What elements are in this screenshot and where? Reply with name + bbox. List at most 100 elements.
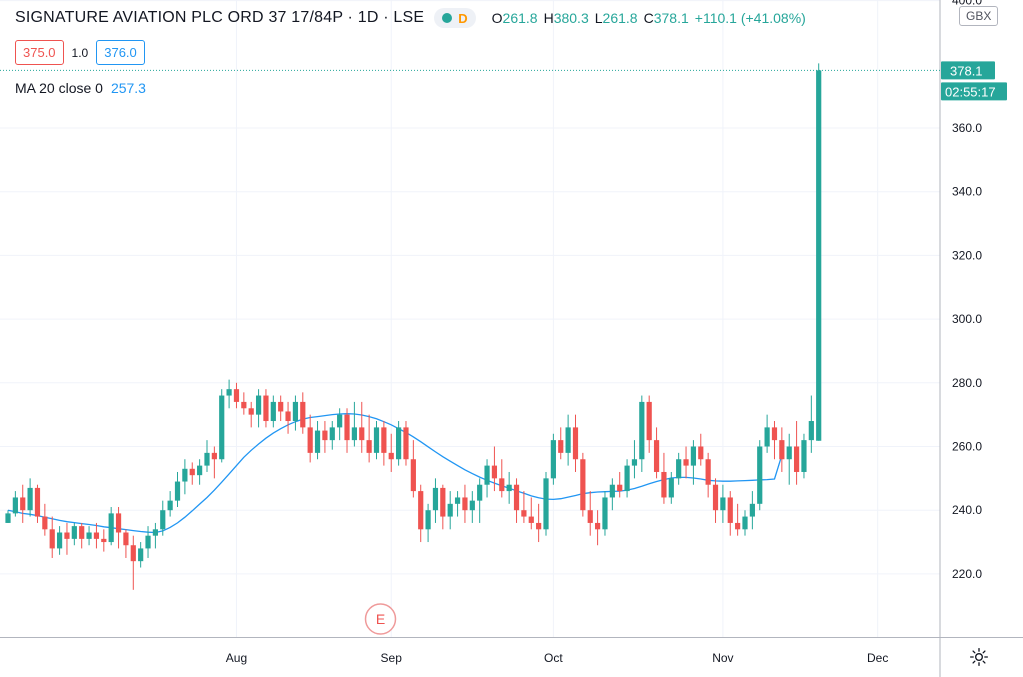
candle-body: [499, 478, 505, 492]
candle-body: [278, 401, 284, 412]
candle-body: [580, 459, 586, 511]
candle-body: [160, 510, 166, 530]
candle-body: [801, 440, 807, 472]
candle-body: [337, 414, 343, 428]
high-value: 380.3: [553, 10, 589, 26]
candle-body: [101, 538, 107, 543]
market-status-dot-icon: [442, 13, 453, 23]
candle-body: [425, 510, 431, 530]
candle-body: [219, 395, 225, 460]
candle-body: [49, 529, 55, 549]
candle-body: [742, 516, 748, 530]
price-tick-label: 340.0: [952, 185, 982, 199]
price-tick-label: 320.0: [952, 248, 982, 262]
close-label: C: [643, 10, 654, 26]
candle-body: [145, 535, 151, 549]
candle-body: [34, 487, 41, 517]
buy-button[interactable]: 376.0: [96, 40, 145, 65]
status-pill[interactable]: D: [434, 8, 476, 28]
candle-body: [329, 427, 335, 441]
candle-body: [454, 497, 461, 504]
high-label: H: [543, 10, 554, 26]
candle-body: [396, 427, 402, 460]
price-tick-label: 300.0: [952, 312, 982, 326]
countdown-badge: [941, 82, 1007, 101]
candle-body: [808, 421, 814, 441]
candle-body: [513, 484, 520, 511]
candle-body: [720, 497, 726, 511]
candle-body: [373, 427, 380, 453]
candle-body: [366, 440, 372, 453]
close-value: 378.1: [653, 10, 689, 26]
candle-body: [462, 497, 468, 511]
candle-body: [270, 401, 276, 422]
candle-body: [86, 532, 92, 539]
candle-body: [285, 411, 291, 422]
chart-header: SIGNATURE AVIATION PLC ORD 37 17/84P · 1…: [15, 8, 806, 28]
currency-badge[interactable]: GBX: [959, 6, 999, 26]
time-tick-label: Nov: [712, 651, 733, 665]
low-label: L: [594, 10, 603, 26]
candle-body: [351, 427, 357, 441]
candle-body: [631, 459, 638, 466]
symbol-title[interactable]: SIGNATURE AVIATION PLC ORD 37 17/84P · 1…: [15, 9, 425, 26]
last-price-label: 378.1: [950, 63, 983, 78]
candle-body: [79, 526, 85, 539]
candle-body: [477, 484, 483, 501]
candle-body: [64, 532, 70, 539]
gear-icon[interactable]: [969, 647, 989, 667]
candle-body: [307, 427, 313, 453]
open-value: 261.8: [502, 10, 538, 26]
candle-body: [779, 440, 785, 460]
candle-body: [211, 452, 217, 460]
candle-body: [344, 414, 350, 441]
candle-body: [653, 440, 660, 472]
candle-body: [130, 545, 136, 562]
candle-body: [189, 468, 195, 476]
candle-body: [683, 459, 689, 466]
chart-overlay: 378.1 02:55:17 E: [0, 61, 1007, 635]
candle-body: [233, 389, 240, 402]
countdown-label: 02:55:17: [945, 84, 996, 99]
open-label: O: [491, 10, 503, 26]
price-axis[interactable]: 220.0 240.0 260.0 280.0 300.0 320.0 340.0 360.0…: [939, 0, 982, 677]
candle-body: [727, 497, 733, 523]
price-tick-label: 240.0: [952, 503, 982, 517]
time-axis[interactable]: Aug Sep Oct Nov Dec: [0, 637, 1023, 666]
candle-body: [609, 484, 615, 498]
ohlc-readout: O261.8 H380.3 L261.8 C378.1 +110.1 (+41.…: [492, 10, 806, 26]
chart-grid: [0, 0, 940, 637]
candle-body: [565, 427, 571, 453]
candle-body: [56, 532, 63, 549]
candle-body: [447, 503, 453, 517]
candle-body: [749, 503, 755, 517]
candle-body: [388, 452, 394, 460]
candle-body: [690, 446, 697, 466]
candle-body: [602, 497, 608, 530]
interval-badge: D: [458, 10, 468, 26]
candle-body: [93, 532, 100, 539]
candle-body: [255, 395, 262, 415]
candle-body: [42, 516, 48, 530]
candle-body: [617, 484, 623, 492]
candle-body: [167, 500, 173, 511]
candle-body: [440, 487, 446, 517]
candle-body: [432, 487, 439, 511]
candle-body: [469, 500, 475, 511]
quote-row: 375.0 1.0 376.0: [15, 40, 145, 65]
candle-body: [5, 513, 11, 523]
price-tick-label: 220.0: [952, 567, 982, 581]
candle-body: [668, 478, 674, 498]
candle-body: [138, 548, 144, 562]
candle-body: [558, 440, 564, 453]
sell-button[interactable]: 375.0: [15, 40, 64, 65]
moving-average-layer: [7, 413, 783, 534]
indicator-legend[interactable]: MA 20 close 0 257.3: [15, 80, 146, 96]
candle-body: [676, 459, 682, 479]
candle-body: [300, 401, 306, 428]
candle-body: [410, 459, 416, 492]
candle-body: [786, 446, 792, 460]
candle-body: [174, 481, 181, 501]
candle-body: [484, 465, 490, 485]
